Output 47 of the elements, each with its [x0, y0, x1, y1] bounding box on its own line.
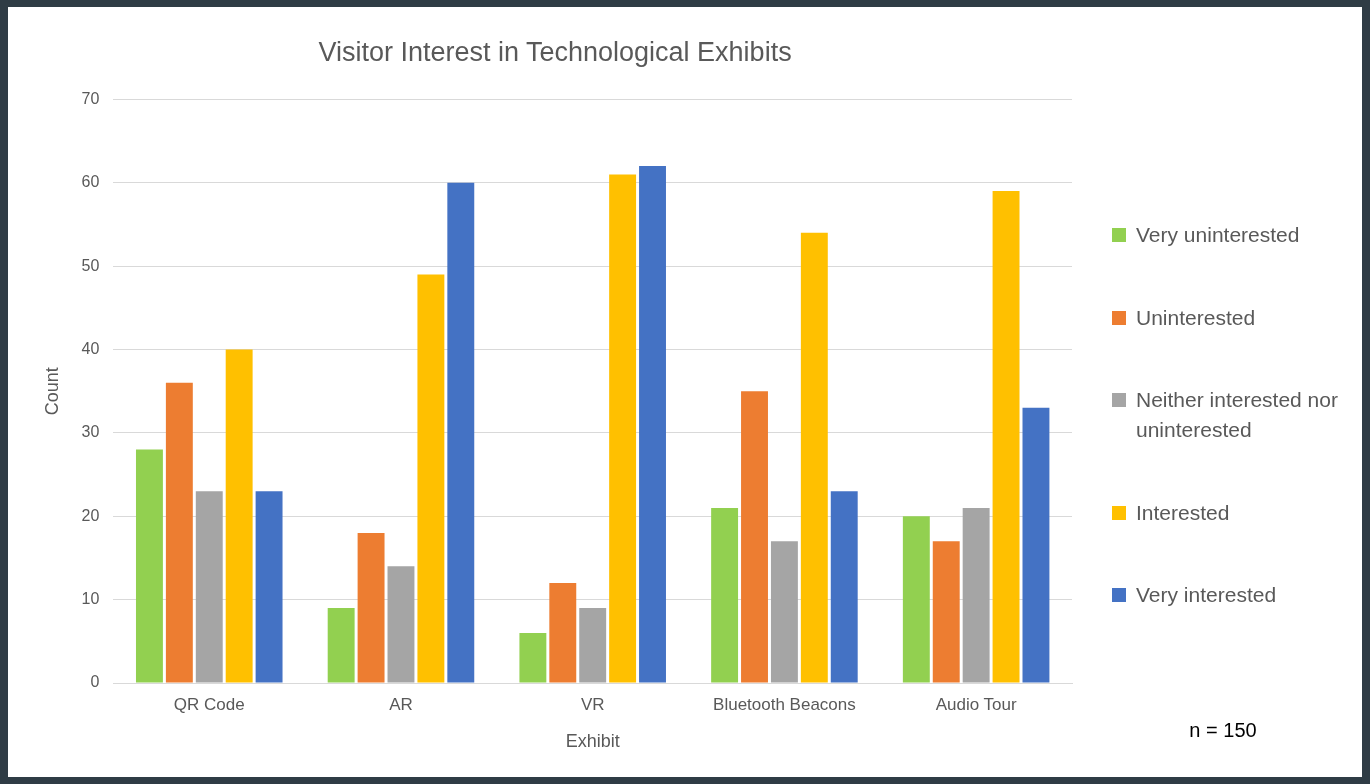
y-tick-label: 30 — [81, 423, 100, 441]
bar — [447, 182, 475, 683]
y-tick-label: 40 — [81, 339, 100, 357]
bar — [519, 632, 547, 683]
chart-title: Visitor Interest in Technological Exhibits — [318, 36, 792, 67]
bar — [255, 491, 283, 683]
x-tick-label: QR Code — [173, 694, 245, 714]
bar — [962, 507, 990, 683]
y-axis-title: Count — [41, 367, 62, 416]
bar — [770, 541, 798, 683]
x-tick-label: Audio Tour — [935, 694, 1017, 714]
legend-label: Uninterested — [1136, 304, 1257, 331]
bar — [135, 449, 163, 683]
bar — [327, 607, 355, 683]
y-tick-label: 70 — [81, 89, 100, 107]
x-tick-label: AR — [389, 694, 413, 714]
bar — [417, 274, 445, 683]
y-tick-label: 50 — [81, 256, 100, 274]
bar — [830, 491, 858, 683]
bar — [387, 566, 415, 683]
bar — [902, 516, 930, 683]
y-tick-label: 20 — [81, 506, 100, 524]
y-tick-label: 10 — [81, 590, 100, 608]
x-axis-title: Exhibit — [565, 731, 620, 752]
bar — [357, 532, 385, 683]
bar — [1022, 407, 1050, 683]
bar — [711, 507, 739, 683]
x-tick-label: Bluetooth Beacons — [713, 694, 856, 714]
text: n = 150 — [1189, 718, 1257, 741]
legend-label: Interested — [1136, 499, 1231, 526]
bar — [992, 191, 1020, 683]
x-tick-label: VR — [580, 694, 605, 714]
y-tick-label: 60 — [81, 173, 100, 191]
y-tick-label: 0 — [90, 673, 100, 691]
bar — [800, 232, 828, 683]
bar — [225, 349, 253, 683]
legend-label: Neither interested nor uninterested — [1136, 387, 1339, 443]
bar — [195, 491, 223, 683]
legend-label: Very uninterested — [1136, 222, 1301, 248]
legend-label: Very interested — [1136, 582, 1278, 608]
bar — [639, 166, 666, 683]
bar — [579, 607, 607, 683]
bar — [932, 541, 960, 683]
bar — [165, 382, 193, 683]
bar — [741, 391, 768, 683]
bar — [549, 582, 577, 683]
bar — [609, 174, 637, 683]
